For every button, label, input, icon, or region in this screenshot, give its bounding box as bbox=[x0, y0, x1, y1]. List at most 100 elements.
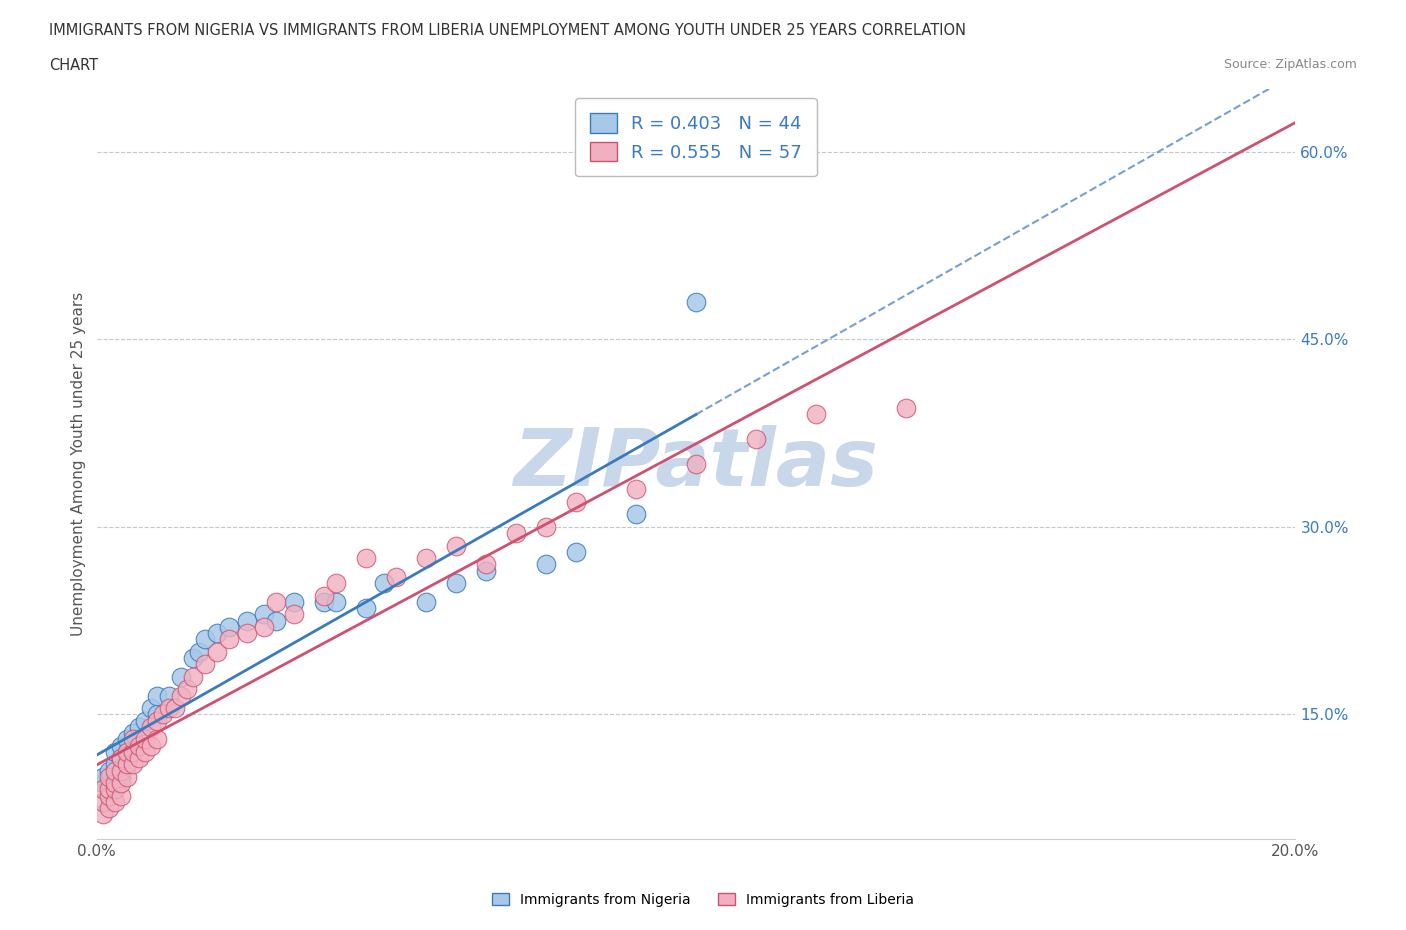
Point bbox=[745, 432, 768, 446]
Point bbox=[91, 776, 114, 790]
Point bbox=[134, 713, 156, 728]
Point bbox=[373, 576, 395, 591]
Point bbox=[128, 738, 150, 753]
Point bbox=[110, 751, 132, 765]
Point bbox=[128, 751, 150, 765]
Point bbox=[283, 607, 305, 622]
Point bbox=[685, 457, 707, 472]
Point bbox=[104, 764, 127, 778]
Point bbox=[97, 788, 120, 803]
Legend: Immigrants from Nigeria, Immigrants from Liberia: Immigrants from Nigeria, Immigrants from… bbox=[485, 886, 921, 914]
Point bbox=[325, 576, 347, 591]
Point bbox=[475, 564, 498, 578]
Point bbox=[446, 538, 468, 553]
Point bbox=[115, 769, 138, 784]
Point bbox=[97, 788, 120, 803]
Point bbox=[97, 769, 120, 784]
Text: ZIPatlas: ZIPatlas bbox=[513, 425, 879, 503]
Point bbox=[187, 644, 209, 659]
Point bbox=[314, 588, 336, 603]
Point bbox=[104, 757, 127, 772]
Point bbox=[97, 801, 120, 816]
Point bbox=[235, 613, 257, 628]
Point bbox=[110, 738, 132, 753]
Point bbox=[145, 713, 167, 728]
Point bbox=[97, 782, 120, 797]
Point bbox=[205, 644, 228, 659]
Point bbox=[253, 619, 276, 634]
Point bbox=[169, 688, 191, 703]
Point bbox=[91, 807, 114, 822]
Point bbox=[181, 670, 204, 684]
Point bbox=[193, 657, 215, 671]
Point bbox=[356, 551, 378, 565]
Point bbox=[235, 626, 257, 641]
Point bbox=[104, 769, 127, 784]
Point bbox=[139, 720, 162, 735]
Point bbox=[685, 295, 707, 310]
Point bbox=[110, 764, 132, 778]
Point bbox=[104, 782, 127, 797]
Point bbox=[121, 744, 143, 759]
Point bbox=[565, 495, 588, 510]
Point bbox=[134, 744, 156, 759]
Point bbox=[475, 557, 498, 572]
Point bbox=[176, 682, 198, 697]
Point bbox=[325, 594, 347, 609]
Point bbox=[97, 776, 120, 790]
Point bbox=[97, 764, 120, 778]
Point bbox=[139, 700, 162, 715]
Point bbox=[218, 619, 240, 634]
Point bbox=[152, 707, 174, 722]
Text: IMMIGRANTS FROM NIGERIA VS IMMIGRANTS FROM LIBERIA UNEMPLOYMENT AMONG YOUTH UNDE: IMMIGRANTS FROM NIGERIA VS IMMIGRANTS FR… bbox=[49, 23, 966, 38]
Point bbox=[181, 651, 204, 666]
Point bbox=[624, 482, 647, 497]
Point bbox=[121, 757, 143, 772]
Point bbox=[169, 670, 191, 684]
Point bbox=[534, 557, 557, 572]
Point bbox=[91, 769, 114, 784]
Point bbox=[121, 725, 143, 740]
Point bbox=[110, 769, 132, 784]
Point bbox=[218, 631, 240, 646]
Point bbox=[121, 744, 143, 759]
Point bbox=[205, 626, 228, 641]
Point bbox=[139, 738, 162, 753]
Point bbox=[446, 576, 468, 591]
Point bbox=[565, 544, 588, 559]
Point bbox=[134, 732, 156, 747]
Point bbox=[128, 720, 150, 735]
Point bbox=[415, 551, 437, 565]
Point bbox=[121, 732, 143, 747]
Point bbox=[104, 782, 127, 797]
Point bbox=[894, 401, 917, 416]
Y-axis label: Unemployment Among Youth under 25 years: Unemployment Among Youth under 25 years bbox=[72, 292, 86, 636]
Point bbox=[266, 613, 288, 628]
Point bbox=[356, 601, 378, 616]
Text: Source: ZipAtlas.com: Source: ZipAtlas.com bbox=[1223, 58, 1357, 71]
Point bbox=[157, 688, 180, 703]
Text: CHART: CHART bbox=[49, 58, 98, 73]
Point bbox=[91, 782, 114, 797]
Point bbox=[145, 732, 167, 747]
Point bbox=[253, 607, 276, 622]
Point bbox=[115, 744, 138, 759]
Point bbox=[104, 744, 127, 759]
Point bbox=[283, 594, 305, 609]
Point bbox=[415, 594, 437, 609]
Legend: R = 0.403   N = 44, R = 0.555   N = 57: R = 0.403 N = 44, R = 0.555 N = 57 bbox=[575, 99, 817, 176]
Point bbox=[110, 751, 132, 765]
Point bbox=[145, 707, 167, 722]
Point bbox=[624, 507, 647, 522]
Point bbox=[163, 700, 186, 715]
Point bbox=[104, 776, 127, 790]
Point bbox=[385, 569, 408, 584]
Point bbox=[314, 594, 336, 609]
Point bbox=[193, 631, 215, 646]
Point bbox=[91, 794, 114, 809]
Point bbox=[115, 732, 138, 747]
Point bbox=[266, 594, 288, 609]
Point bbox=[505, 525, 527, 540]
Point bbox=[115, 744, 138, 759]
Point bbox=[115, 757, 138, 772]
